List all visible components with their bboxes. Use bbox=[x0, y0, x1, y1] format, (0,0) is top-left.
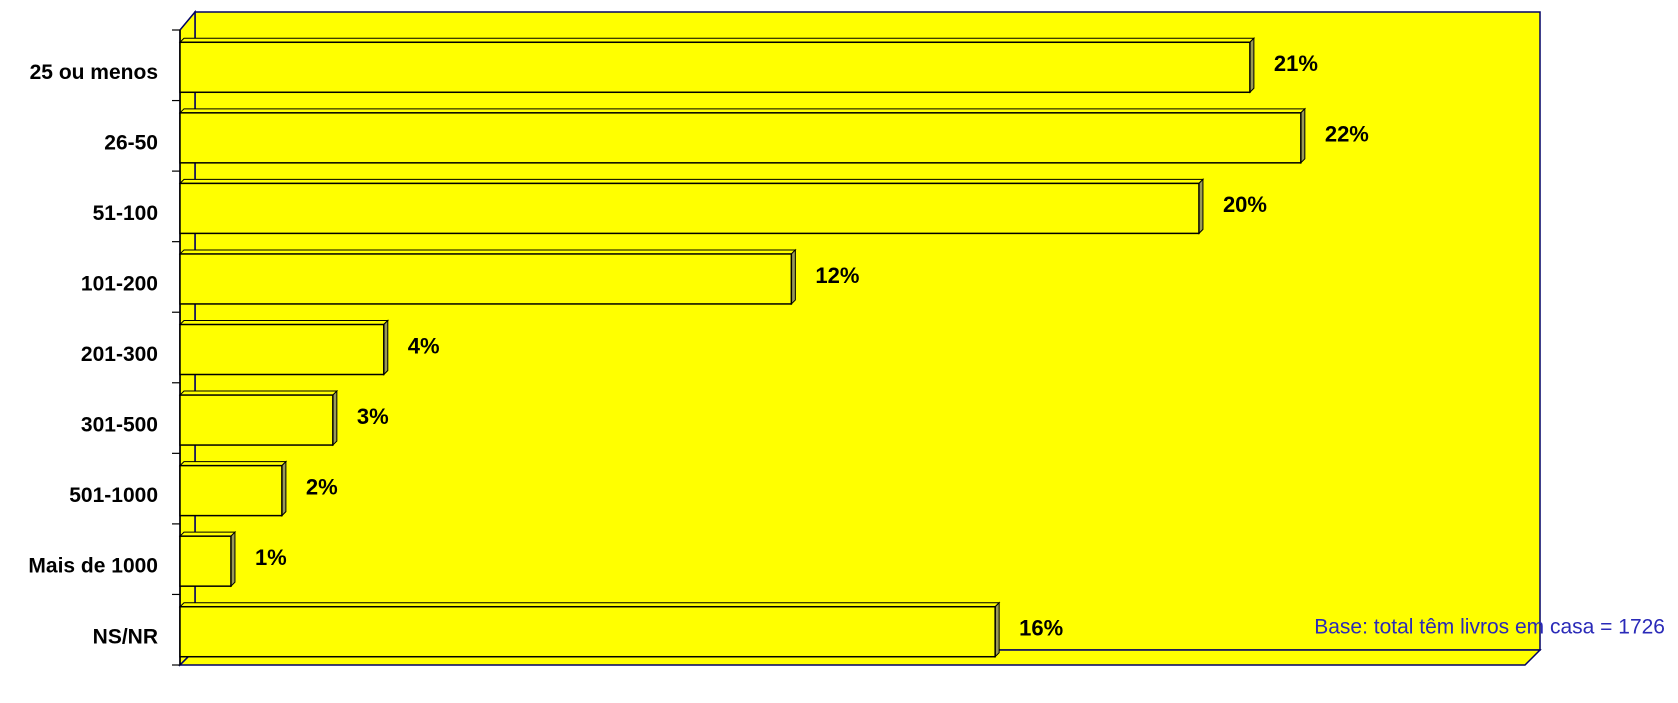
bar-front bbox=[179, 41, 1251, 94]
value-label: 4% bbox=[408, 333, 440, 358]
back-wall bbox=[194, 11, 1541, 651]
bar bbox=[178, 460, 288, 517]
y-tick-label: 25 ou menos bbox=[30, 61, 158, 84]
bar-front bbox=[179, 112, 1302, 164]
bar bbox=[178, 389, 339, 447]
value-label: 3% bbox=[357, 404, 389, 429]
y-tick-label: NS/NR bbox=[93, 625, 158, 648]
value-label: 21% bbox=[1274, 51, 1318, 76]
bar-front bbox=[179, 323, 385, 376]
annotation: Base: total têm livros em casa = 1726 bbox=[1314, 616, 1665, 639]
bar bbox=[178, 248, 797, 306]
bar-front bbox=[179, 464, 283, 517]
bar bbox=[178, 530, 237, 588]
y-tick-label: 301-500 bbox=[81, 414, 158, 437]
y-tick-label: 501-1000 bbox=[69, 484, 158, 507]
bar bbox=[178, 107, 1307, 165]
value-label: 12% bbox=[815, 263, 859, 288]
value-label: 22% bbox=[1325, 122, 1369, 147]
bar-front bbox=[179, 253, 793, 305]
value-label: 16% bbox=[1019, 616, 1063, 641]
bar-front bbox=[179, 535, 232, 587]
y-tick-label: Mais de 1000 bbox=[28, 555, 158, 578]
y-tick-label: 26-50 bbox=[104, 131, 158, 154]
bar-front bbox=[179, 605, 996, 658]
bar bbox=[178, 37, 1256, 94]
y-tick-label: 101-200 bbox=[81, 272, 158, 295]
y-tick-label: 201-300 bbox=[81, 343, 158, 366]
bar bbox=[178, 601, 1001, 658]
y-tick-label: 51-100 bbox=[93, 202, 158, 225]
bar bbox=[178, 319, 389, 376]
bar bbox=[178, 178, 1205, 235]
bar-front bbox=[179, 394, 334, 446]
value-label: 1% bbox=[255, 545, 287, 570]
bar-front bbox=[179, 182, 1200, 235]
value-label: 20% bbox=[1223, 192, 1267, 217]
value-label: 2% bbox=[306, 474, 338, 499]
